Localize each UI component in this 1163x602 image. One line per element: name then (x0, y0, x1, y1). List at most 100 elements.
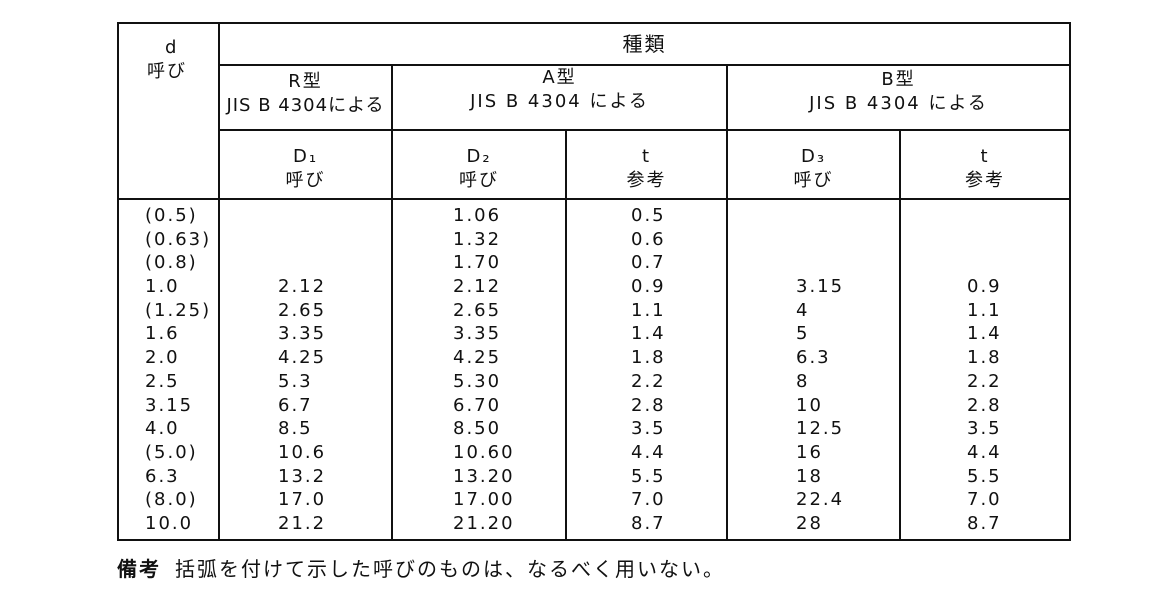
header-text: d (165, 37, 179, 58)
header-text: B型 (881, 69, 916, 90)
cell: 1.8 (967, 347, 1002, 369)
cell: 2.8 (967, 394, 1002, 416)
cell: 3.15 (145, 394, 194, 416)
header-text: 呼び (147, 61, 187, 82)
header-text: 呼び (793, 170, 834, 191)
cell: 2.2 (967, 370, 1002, 392)
header-text: JIS B 4304による (226, 95, 385, 116)
cell: 1.8 (631, 347, 666, 369)
cell: 4.25 (278, 347, 327, 369)
cell: 2.8 (631, 394, 666, 416)
empty-cell (967, 228, 1069, 252)
cell: 2.2 (631, 370, 666, 392)
header-text: A型 (542, 67, 577, 88)
r-header: R型 JIS B 4304による (218, 64, 393, 131)
b-header: B型 JIS B 4304 による (726, 64, 1071, 131)
empty-cell (967, 251, 1069, 275)
cell: 10 (796, 394, 823, 416)
empty-cell (796, 228, 899, 252)
cell: 5.5 (967, 465, 1002, 487)
cell: 1.70 (453, 252, 502, 274)
cell: 8.50 (453, 418, 502, 440)
header-text: 呼び (285, 170, 326, 191)
header-text: D₃ (800, 146, 827, 167)
cell: 5 (796, 323, 810, 345)
header-text: t (641, 146, 652, 167)
cell: 0.7 (631, 252, 666, 274)
cell: 0.9 (967, 276, 1002, 298)
cell: 1.32 (453, 228, 502, 250)
cell: 10.0 (145, 512, 194, 534)
cell: 21.2 (278, 512, 327, 534)
cell: 3.5 (631, 418, 666, 440)
cell: 5.30 (453, 370, 502, 392)
cell: 28 (796, 512, 823, 534)
cell: 17.00 (453, 489, 515, 511)
cell: 3.15 (796, 276, 845, 298)
cell: (1.25) (145, 299, 212, 321)
cell: 2.65 (453, 299, 502, 321)
cell: (5.0) (145, 441, 198, 463)
column-body: 0.5 0.6 0.7 0.9 1.1 1.4 1.8 2.2 2.8 3.5 4.4 5.5 7.0 8… (565, 198, 728, 541)
cell: 2.5 (145, 370, 180, 392)
cell: 0.9 (631, 276, 666, 298)
header-text: R型 (288, 71, 323, 92)
cell: 6.3 (796, 347, 831, 369)
cell: 4.4 (631, 441, 666, 463)
cell: 4.4 (967, 441, 1002, 463)
cell: 22.4 (796, 489, 845, 511)
empty-cell (278, 204, 391, 228)
header-text: 参考 (626, 170, 667, 191)
cell: 13.2 (278, 465, 327, 487)
cell: (0.8) (145, 252, 198, 274)
note: 備考 括弧を付けて示した呼びのものは、なるべく用いない。 (117, 553, 725, 582)
cell: 0.5 (631, 205, 666, 226)
header-text: t (980, 146, 990, 167)
cell: 2.65 (278, 299, 327, 321)
empty-cell (967, 204, 1069, 228)
cell: 1.06 (453, 205, 502, 226)
cell: 0.6 (631, 228, 666, 250)
column-body: 0.9 1.1 1.4 1.8 2.2 2.8 3.5 4.4 5.5 7.0 8.7 (899, 198, 1071, 541)
cell: 3.35 (453, 323, 502, 345)
column-body: (0.5) (0.63) (0.8) 1.0 (1.25) 1.6 2.0 2.5 3.15 4.… (117, 198, 220, 541)
cell: 8.7 (631, 512, 666, 534)
header-text: 参考 (965, 170, 1005, 191)
empty-cell (796, 251, 899, 275)
cell: 1.1 (631, 299, 666, 321)
note-label: 備考 (117, 557, 161, 581)
column-header: D₃ 呼び (726, 129, 901, 200)
cell: 1.4 (631, 323, 666, 345)
kind-header: 種類 (218, 22, 1071, 66)
cell: 4 (796, 299, 810, 321)
cell: 8.7 (967, 512, 1002, 534)
d-header: d 呼び (117, 22, 220, 200)
cell: 1.4 (967, 323, 1002, 345)
column-header: D₂ 呼び (391, 129, 567, 200)
cell: 2.12 (278, 276, 327, 298)
cell: 1.6 (145, 323, 180, 345)
note-text: 括弧を付けて示した呼びのものは、なるべく用いない。 (175, 557, 725, 581)
cell: 18 (796, 465, 823, 487)
header-text: JIS B 4304 による (470, 91, 649, 112)
cell: 10.60 (453, 441, 515, 463)
cell: 4.0 (145, 418, 180, 440)
cell: 2.12 (453, 276, 502, 298)
cell: (0.63) (145, 228, 212, 250)
cell: 6.70 (453, 394, 502, 416)
cell: 17.0 (278, 489, 327, 511)
cell: 5.3 (278, 370, 313, 392)
cell: 8 (796, 370, 810, 392)
cell: 8.5 (278, 418, 313, 440)
empty-cell (278, 251, 391, 275)
header-text: JIS B 4304 による (809, 93, 988, 114)
cell: (0.5) (145, 205, 198, 226)
cell: 7.0 (967, 489, 1002, 511)
column-header: D₁ 呼び (218, 129, 393, 200)
cell: 6.7 (278, 394, 313, 416)
header-text: D₁ (292, 146, 319, 167)
cell: 10.6 (278, 441, 327, 463)
a-header: A型 JIS B 4304 による (391, 64, 728, 131)
cell: 13.20 (453, 465, 515, 487)
